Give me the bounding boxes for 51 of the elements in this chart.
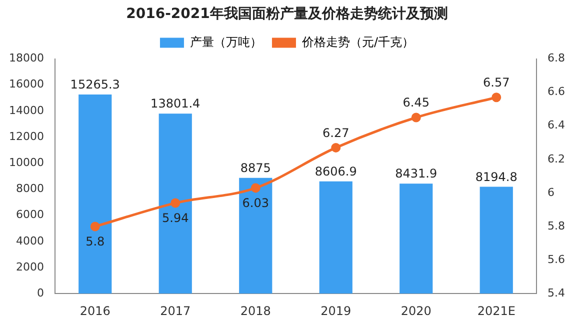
x-tick-label: 2020 [400, 304, 432, 318]
chart-title: 2016-2021年我国面粉产量及价格走势统计及预测 [126, 5, 448, 22]
y-tick-label: 8000 [16, 182, 44, 196]
bar [400, 184, 433, 294]
y2-tick-label: 6.8 [548, 52, 566, 65]
y-tick-label: 10000 [8, 156, 44, 170]
point [90, 222, 100, 232]
x-tick-label: 2017 [160, 304, 191, 318]
data-label: 5.8 [86, 234, 105, 249]
point [331, 142, 341, 152]
point [492, 92, 502, 102]
data-label: 5.94 [162, 211, 189, 226]
y-tick-label: 12000 [8, 130, 44, 143]
bar [319, 181, 352, 294]
bar [480, 186, 513, 294]
legend-label: 价格走势（元/千克） [300, 34, 414, 49]
y2-tick-label: 6.6 [548, 85, 566, 98]
y2-tick-label: 5.6 [548, 252, 566, 266]
y-tick-label: 0 [36, 286, 44, 300]
bar [78, 94, 112, 294]
y-tick-label: 14000 [8, 104, 44, 117]
data-label: 13801.4 [150, 96, 200, 111]
bar [158, 114, 192, 294]
data-label: 8194.8 [475, 170, 518, 184]
data-label: 8875 [240, 160, 271, 175]
data-label: 6.27 [322, 126, 350, 140]
y2-tick-label: 6 [548, 186, 555, 199]
y-tick-label: 18000 [8, 52, 44, 65]
x-tick-label: 2019 [320, 304, 352, 318]
x-tick-label: 2016 [80, 304, 110, 318]
y2-tick-label: 5.4 [548, 286, 566, 300]
data-label: 8431.9 [395, 166, 438, 181]
bar [239, 178, 272, 294]
data-label: 6.57 [483, 76, 510, 90]
y-tick-label: 2000 [16, 260, 44, 274]
data-label: 6.45 [402, 96, 430, 110]
y-tick-label: 4000 [16, 234, 44, 248]
data-label: 6.03 [242, 196, 269, 210]
y2-tick-label: 6.2 [548, 152, 566, 166]
point [170, 198, 180, 208]
legend-label: 产量（万吨） [190, 34, 262, 49]
point [411, 112, 421, 122]
data-label: 15265.3 [70, 78, 120, 92]
y-tick-label: 6000 [16, 208, 44, 222]
y-tick-label: 16000 [8, 78, 44, 91]
y2-tick-label: 6.4 [548, 118, 566, 132]
y2-tick-label: 5.8 [548, 219, 566, 232]
data-label: 8606.9 [314, 164, 357, 178]
x-tick-label: 2018 [240, 304, 271, 318]
x-tick-label: 2021E [477, 304, 516, 318]
point [250, 183, 260, 193]
